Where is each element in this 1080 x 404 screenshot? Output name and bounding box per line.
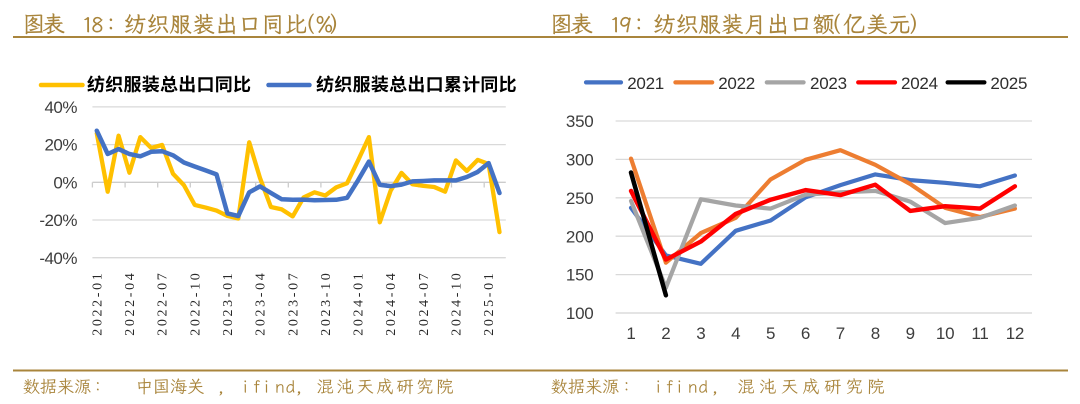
svg-text:5: 5	[766, 324, 775, 343]
svg-text:2021: 2021	[627, 74, 664, 93]
svg-text:3: 3	[696, 324, 705, 343]
svg-text:2023-10: 2023-10	[319, 271, 334, 336]
svg-text:-20%: -20%	[39, 211, 77, 230]
svg-text:2024-07: 2024-07	[417, 271, 432, 336]
svg-text:2022-10: 2022-10	[188, 271, 203, 336]
svg-text:2022-07: 2022-07	[156, 271, 171, 336]
svg-text:200: 200	[566, 227, 594, 246]
svg-text:100: 100	[566, 304, 594, 323]
svg-text:2023-04: 2023-04	[254, 271, 269, 336]
svg-text:150: 150	[566, 266, 594, 285]
svg-text:20%: 20%	[44, 136, 77, 155]
svg-text:2023-01: 2023-01	[221, 271, 236, 336]
svg-text:250: 250	[566, 189, 594, 208]
svg-text:7: 7	[836, 324, 845, 343]
svg-text:2024-10: 2024-10	[450, 271, 465, 336]
svg-text:2022: 2022	[718, 74, 755, 93]
svg-text:2024: 2024	[901, 74, 938, 93]
svg-text:2024-01: 2024-01	[352, 271, 367, 336]
svg-text:2025: 2025	[990, 74, 1027, 93]
svg-text:12: 12	[1006, 324, 1024, 343]
svg-text:2: 2	[661, 324, 670, 343]
svg-text:0%: 0%	[53, 173, 77, 192]
svg-text:2022-01: 2022-01	[90, 271, 105, 336]
svg-text:1: 1	[626, 324, 635, 343]
svg-text:2023: 2023	[810, 74, 847, 93]
svg-text:4: 4	[731, 324, 740, 343]
svg-text:2024-04: 2024-04	[384, 271, 399, 336]
svg-text:350: 350	[566, 112, 594, 131]
svg-text:9: 9	[906, 324, 915, 343]
svg-text:40%: 40%	[44, 98, 77, 117]
svg-text:2025-01: 2025-01	[482, 271, 497, 336]
svg-text:10: 10	[936, 324, 954, 343]
svg-text:6: 6	[801, 324, 810, 343]
svg-text:11: 11	[971, 324, 988, 343]
svg-text:2022-04: 2022-04	[123, 271, 138, 336]
svg-text:-40%: -40%	[39, 249, 77, 268]
svg-text:2023-07: 2023-07	[286, 271, 301, 336]
svg-text:8: 8	[871, 324, 880, 343]
svg-text:300: 300	[566, 151, 594, 170]
